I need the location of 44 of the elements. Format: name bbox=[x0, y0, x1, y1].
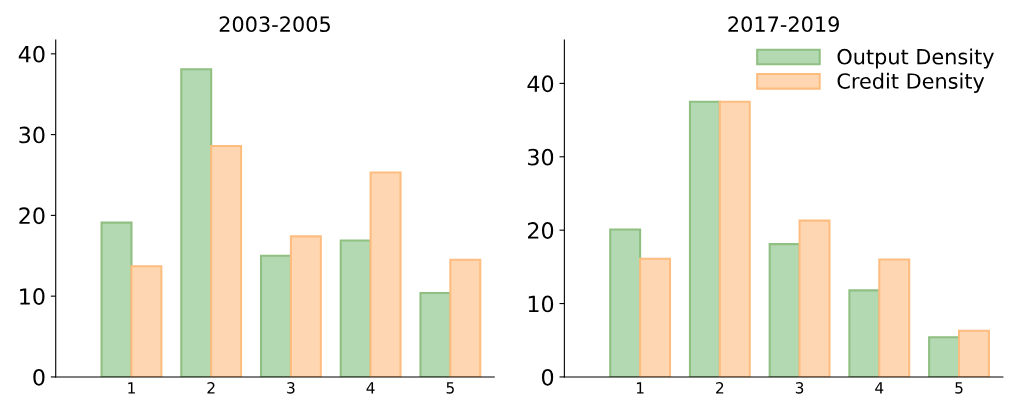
bar bbox=[130, 265, 163, 377]
y-tick-label: 30 bbox=[528, 148, 554, 166]
y-tick-label: 40 bbox=[527, 75, 554, 93]
bar bbox=[639, 257, 672, 377]
bar bbox=[100, 221, 133, 377]
y-tick-label: 20 bbox=[528, 222, 554, 239]
bar bbox=[180, 68, 213, 377]
x-tick-label: 5 bbox=[955, 382, 963, 394]
x-tick-label: 4 bbox=[366, 382, 375, 394]
x-tick-label: 1 bbox=[636, 382, 644, 394]
y-tick-label: 0 bbox=[33, 368, 45, 386]
y-tick-label: 10 bbox=[528, 295, 554, 313]
bar bbox=[609, 228, 642, 377]
legend-label: Output Density bbox=[837, 48, 994, 69]
legend-label: Credit Density bbox=[837, 72, 985, 93]
bar bbox=[718, 100, 751, 377]
bar bbox=[289, 235, 322, 377]
bar bbox=[369, 171, 402, 377]
bar bbox=[688, 100, 721, 377]
y-tick-label: 10 bbox=[20, 288, 45, 305]
bar bbox=[928, 336, 961, 377]
chart-title: 2003-2005 bbox=[219, 16, 330, 33]
bar bbox=[878, 258, 911, 377]
bar bbox=[798, 219, 831, 377]
x-tick-label: 3 bbox=[287, 382, 295, 394]
x-tick-label: 3 bbox=[795, 382, 804, 394]
y-tick-label: 30 bbox=[19, 126, 45, 144]
x-tick-label: 1 bbox=[128, 382, 135, 394]
x-tick-label: 2 bbox=[716, 382, 724, 394]
chart-title: 2017-2019 bbox=[728, 16, 839, 33]
bar bbox=[449, 258, 482, 377]
y-tick-label: 0 bbox=[541, 368, 554, 386]
x-tick-label: 5 bbox=[446, 382, 454, 394]
bar bbox=[210, 144, 243, 377]
y-tick-label: 40 bbox=[18, 45, 45, 63]
bar bbox=[848, 289, 881, 377]
bar bbox=[259, 254, 292, 377]
x-tick-label: 4 bbox=[875, 382, 884, 394]
y-tick-label: 20 bbox=[19, 207, 45, 225]
bar bbox=[419, 291, 452, 377]
bar bbox=[768, 243, 801, 377]
bar bbox=[957, 329, 990, 377]
bar bbox=[339, 239, 372, 377]
x-tick-label: 2 bbox=[207, 382, 215, 394]
